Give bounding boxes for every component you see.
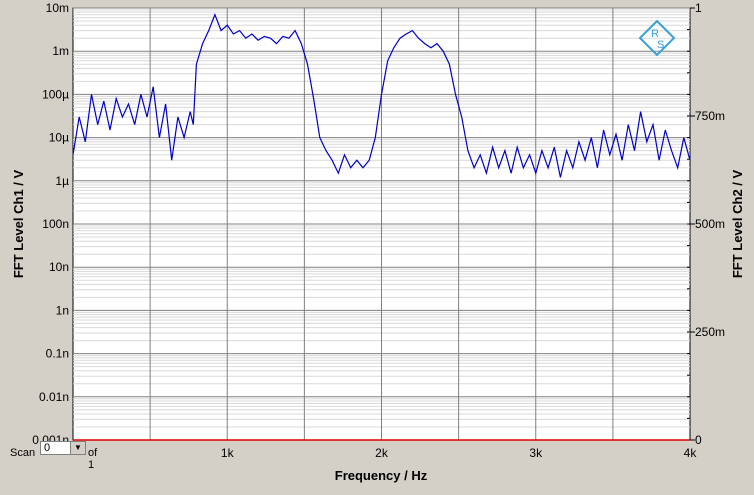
x-tick-label: 1k xyxy=(221,446,235,460)
y-right-ticks: 1 750m 500m 250m 0 xyxy=(687,1,725,447)
grid xyxy=(73,7,690,441)
scan-label: Scan xyxy=(10,447,36,459)
y-right-axis-title: FFT Level Ch2 / V xyxy=(730,169,745,278)
y-left-tick-label: 100n xyxy=(42,217,69,231)
y-right-tick-label: 0 xyxy=(695,433,702,447)
y-left-tick-label: 100µ xyxy=(42,87,69,101)
x-tick-label: 2k xyxy=(375,446,389,460)
y-left-tick-label: 0.01n xyxy=(39,390,69,404)
y-left-tick-label: 10n xyxy=(49,260,69,274)
x-ticks: 1k 2k 3k 4k xyxy=(221,446,697,460)
series-ch1-line xyxy=(72,13,691,178)
y-right-tick-label: 1 xyxy=(695,1,702,15)
y-left-tick-label: 10m xyxy=(46,1,69,15)
scan-of-text: of 1 xyxy=(88,447,98,471)
series-group xyxy=(72,13,691,441)
chevron-down-icon[interactable]: ▼ xyxy=(70,442,85,454)
y-left-tick-label: 1m xyxy=(52,44,69,58)
scan-select[interactable]: 0 ▼ xyxy=(40,441,86,455)
rs-logo: R S xyxy=(638,19,676,57)
x-axis-title: Frequency / Hz xyxy=(335,468,428,483)
scan-value: 0 xyxy=(44,442,51,454)
y-right-tick-label: 500m xyxy=(695,217,725,231)
y-left-tick-label: 1n xyxy=(56,303,69,317)
x-tick-label: 4k xyxy=(684,446,698,460)
y-left-axis-title: FFT Level Ch1 / V xyxy=(11,169,26,278)
y-right-tick-label: 750m xyxy=(695,109,725,123)
y-left-tick-label: 1µ xyxy=(55,174,69,188)
rs-logo-r: R xyxy=(651,28,659,40)
rs-logo-s: S xyxy=(657,39,664,51)
x-tick-label: 3k xyxy=(529,446,543,460)
y-left-tick-label: 10µ xyxy=(49,131,69,145)
y-right-tick-label: 250m xyxy=(695,325,725,339)
rs-logo-diamond xyxy=(638,19,676,57)
y-left-tick-label: 0.1n xyxy=(46,347,69,361)
